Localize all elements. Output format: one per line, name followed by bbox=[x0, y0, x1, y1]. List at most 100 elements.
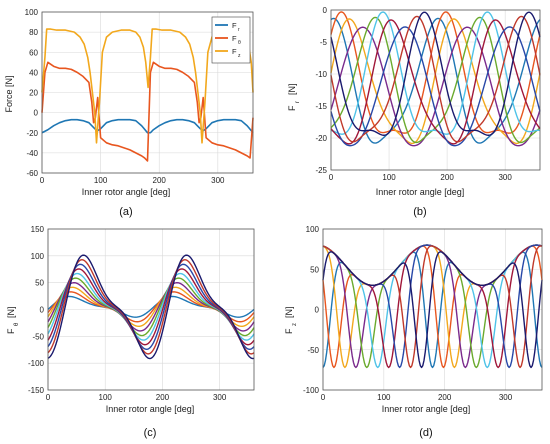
panel-b-curve-6 bbox=[330, 19, 541, 145]
panel-a-xtick-0: 0 bbox=[40, 176, 45, 185]
panel-c-xtick-0: 0 bbox=[46, 393, 51, 402]
panel-a-legend-box bbox=[211, 16, 251, 64]
panel-b-ytick-4: -5 bbox=[320, 38, 328, 47]
panel-b-frame bbox=[330, 9, 541, 171]
panel-d-xtick-1: 100 bbox=[377, 393, 391, 402]
panel-b-curve-5 bbox=[330, 11, 541, 135]
panel-a-ytick-7: 80 bbox=[29, 28, 38, 37]
panel-d-label: (d) bbox=[419, 427, 432, 439]
panel-a-ytick-0: -60 bbox=[26, 169, 38, 178]
panel-a-legend-label-0: F bbox=[232, 21, 237, 30]
panel-b-axes: -25 -20 -15 -10 -5 0 0 100 200 300 bbox=[315, 6, 541, 182]
panel-c-ytick-4: 50 bbox=[35, 279, 44, 288]
panel-d-ytick-3: 50 bbox=[310, 265, 319, 274]
panel-d: -100 -50 0 50 100 0 100 200 300 Inner rotor angl… bbox=[284, 225, 543, 439]
panel-c-curve-8 bbox=[47, 259, 255, 355]
panel-a-ytick-5: 40 bbox=[29, 68, 38, 77]
panel-b-curve-9 bbox=[330, 11, 541, 136]
panel-c-curve-7 bbox=[47, 263, 255, 351]
panel-c-xtick-1: 100 bbox=[99, 393, 113, 402]
panel-a-legend-sub-2: z bbox=[238, 53, 241, 59]
panel-c-ytick-3: 0 bbox=[40, 306, 45, 315]
panel-b-xtick-3: 300 bbox=[498, 173, 512, 182]
panel-c-xtick-2: 200 bbox=[156, 393, 170, 402]
panel-d-curve-9 bbox=[322, 251, 543, 369]
panel-b-label: (b) bbox=[413, 206, 426, 218]
panel-c-ytick-1: -100 bbox=[28, 359, 45, 368]
panel-d-ytick-4: 100 bbox=[306, 225, 320, 234]
svg-text:[N]: [N] bbox=[6, 306, 16, 318]
panel-c-ytick-0: -150 bbox=[28, 386, 45, 395]
panel-c-label: (c) bbox=[144, 427, 157, 439]
panel-a-label: (a) bbox=[119, 206, 132, 218]
panel-a-series-f-theta bbox=[41, 61, 254, 162]
panel-d-xtick-3: 300 bbox=[499, 393, 513, 402]
panel-d-ytick-1: -50 bbox=[307, 346, 319, 355]
panel-a-ytick-3: 0 bbox=[34, 109, 39, 118]
panel-a-xtick-1: 100 bbox=[94, 176, 108, 185]
panel-b-ylabel: F r [N] bbox=[287, 83, 301, 111]
panel-a-legend-label-2: F bbox=[232, 47, 237, 56]
svg-text:[N]: [N] bbox=[287, 83, 297, 95]
panel-c-xlabel: Inner rotor angle [deg] bbox=[106, 404, 195, 414]
panel-d-series bbox=[322, 244, 543, 369]
panel-c-curve-4 bbox=[47, 277, 255, 337]
panel-a-legend-sub-0: r bbox=[238, 27, 240, 33]
panel-c-frame bbox=[47, 228, 255, 391]
panel-c-curve-9 bbox=[47, 254, 255, 360]
panel-a-ytick-1: -40 bbox=[26, 149, 38, 158]
panel-a-xlabel: Inner rotor angle [deg] bbox=[82, 187, 171, 197]
panel-b-xtick-1: 100 bbox=[382, 173, 396, 182]
svg-text:r: r bbox=[295, 101, 301, 103]
panel-c: -150 -100 -50 0 50 100 150 0 100 200 300 Inner rot… bbox=[6, 225, 255, 439]
panel-d-frame bbox=[322, 228, 543, 391]
panel-d-curve-4 bbox=[322, 244, 543, 369]
svg-text:z: z bbox=[292, 323, 298, 326]
panel-b-curve-8 bbox=[330, 15, 541, 143]
panel-b-ytick-2: -15 bbox=[315, 102, 327, 111]
svg-text:F: F bbox=[287, 105, 297, 111]
panel-a-series-f-r bbox=[41, 118, 254, 134]
panel-b-xlabel: Inner rotor angle [deg] bbox=[376, 187, 465, 197]
panel-d-ylabel: F z [N] bbox=[284, 306, 298, 334]
panel-c-series bbox=[47, 254, 255, 360]
svg-text:θ: θ bbox=[14, 322, 20, 326]
panel-b-xtick-2: 200 bbox=[440, 173, 454, 182]
panel-a-ytick-6: 60 bbox=[29, 48, 38, 57]
panel-a-xtick-3: 300 bbox=[211, 176, 225, 185]
panel-a-ylabel: Force [N] bbox=[4, 75, 14, 112]
svg-text:F: F bbox=[6, 328, 16, 334]
panel-a-legend-label-1: F bbox=[232, 34, 237, 43]
panel-c-xtick-3: 300 bbox=[213, 393, 227, 402]
svg-text:[N]: [N] bbox=[284, 306, 294, 318]
panel-a-ytick-4: 20 bbox=[29, 89, 38, 98]
panel-d-ytick-2: 0 bbox=[315, 306, 320, 315]
panel-b-series bbox=[330, 11, 541, 147]
panel-d-xtick-2: 200 bbox=[438, 393, 452, 402]
panel-c-ytick-2: -50 bbox=[32, 332, 44, 341]
panel-b-curve-0 bbox=[330, 17, 541, 144]
panel-d-ytick-0: -100 bbox=[303, 386, 320, 395]
panel-b-ytick-3: -10 bbox=[315, 70, 327, 79]
panel-b-ytick-0: -25 bbox=[315, 166, 327, 175]
panel-d-grid bbox=[322, 228, 542, 391]
panel-c-curve-5 bbox=[47, 272, 255, 341]
panel-a-frame bbox=[41, 11, 254, 174]
panel-b-curve-7 bbox=[330, 26, 541, 147]
panel-b: -25 -20 -15 -10 -5 0 0 100 200 300 Inner rotor an… bbox=[287, 6, 541, 218]
panel-d-xtick-0: 0 bbox=[321, 393, 326, 402]
panel-c-ytick-6: 150 bbox=[31, 225, 45, 234]
panel-c-ylabel: F θ [N] bbox=[6, 306, 20, 334]
svg-text:F: F bbox=[284, 328, 294, 334]
panel-b-ytick-5: 0 bbox=[323, 6, 328, 15]
panel-b-xtick-0: 0 bbox=[329, 173, 334, 182]
panel-a-ytick-8: 100 bbox=[25, 8, 39, 17]
panel-c-ytick-5: 100 bbox=[31, 252, 45, 261]
panel-a-legend-sub-1: θ bbox=[238, 40, 241, 46]
panel-a-axes: -60 -40 -20 0 20 40 60 80 100 0 100 200 300 bbox=[25, 8, 254, 185]
panel-d-xlabel: Inner rotor angle [deg] bbox=[382, 404, 471, 414]
panel-a-xtick-2: 200 bbox=[153, 176, 167, 185]
